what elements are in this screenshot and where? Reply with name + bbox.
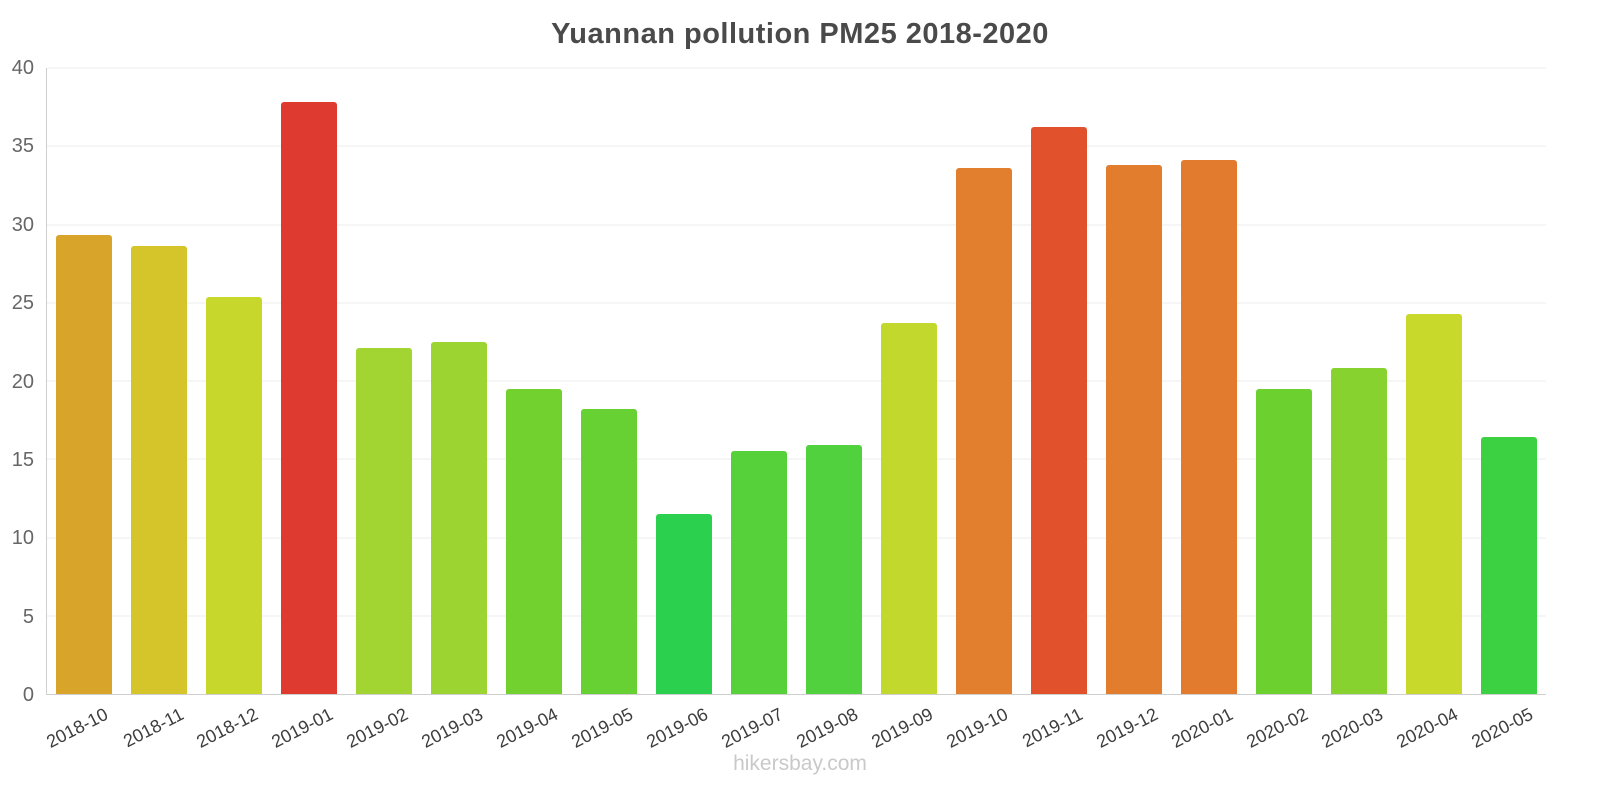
- gridline: [47, 615, 1546, 617]
- x-axis-tick-label: 2020-03: [1317, 704, 1386, 752]
- bar-2019-03: [431, 341, 488, 694]
- bar-2020-05: [1480, 437, 1537, 694]
- plot-area: 2018-10 2018-11 2018-12 2019-01 2019-02 2019-…: [44, 67, 1546, 752]
- y-axis-tick-label: 10: [11, 527, 34, 550]
- gridline: [47, 380, 1546, 382]
- y-axis-tick-label: 20: [11, 370, 34, 393]
- bar-2020-01: [1180, 160, 1237, 694]
- bar-slot: 2020-05: [1468, 68, 1546, 752]
- bar-slot: 2019-05: [568, 68, 647, 752]
- x-axis-tick-label: 2019-04: [493, 704, 562, 752]
- bar-2019-09: [880, 323, 937, 694]
- x-axis-tick-label: 2019-02: [343, 704, 412, 752]
- bar-2019-10: [955, 168, 1012, 694]
- bar-2020-04: [1405, 313, 1462, 694]
- x-axis-tick-label: 2020-04: [1392, 704, 1461, 752]
- x-axis-tick-label: 2019-06: [643, 704, 712, 752]
- bar-slot: 2019-08: [793, 68, 872, 752]
- bar-slot: 2019-09: [868, 68, 946, 752]
- y-axis-tick-label: 5: [22, 605, 34, 628]
- bar-2018-12: [206, 296, 263, 694]
- bar-slot: 2020-04: [1393, 68, 1471, 752]
- gridline: [47, 302, 1546, 304]
- bar-2019-08: [806, 445, 862, 694]
- bar-slot: 2019-02: [343, 68, 422, 752]
- bar-slot: 2019-06: [643, 68, 722, 752]
- y-axis-tick-label: 15: [11, 448, 34, 471]
- bar-2019-05: [581, 409, 638, 694]
- bar-slot: 2020-02: [1243, 68, 1321, 752]
- x-axis-tick-label: 2019-11: [1019, 704, 1086, 752]
- bar-2019-01: [281, 102, 338, 694]
- y-axis-tick-label: 30: [11, 213, 34, 236]
- bar-2019-06: [656, 514, 713, 694]
- x-axis-tick-label: 2019-08: [793, 704, 862, 752]
- y-axis-tick-label: 35: [11, 135, 34, 158]
- bar-slot: 2019-03: [418, 68, 497, 752]
- x-axis-tick-label: 2019-01: [268, 704, 337, 752]
- x-axis-tick-label: 2020-05: [1467, 704, 1536, 752]
- x-axis-tick-label: 2019-10: [943, 704, 1012, 752]
- bar-slot: 2019-01: [268, 68, 347, 752]
- bar-series: 2018-10 2018-11 2018-12 2019-01 2019-02 2019-…: [44, 68, 1546, 752]
- x-axis-tick-label: 2019-03: [418, 704, 487, 752]
- bar-slot: 2019-11: [1019, 68, 1096, 751]
- gridline: [47, 67, 1546, 69]
- x-axis-tick-label: 2019-05: [568, 704, 637, 752]
- bar-2018-10: [56, 235, 113, 694]
- bar-slot: 2018-10: [44, 68, 122, 752]
- y-axis-tick-label: 40: [11, 57, 34, 79]
- chart-area: 2018-10 2018-11 2018-12 2019-01 2019-02 2019-…: [12, 58, 1546, 752]
- bar-slot: 2018-12: [194, 68, 272, 752]
- x-axis-tick-label: 2019-07: [718, 704, 787, 752]
- y-axis-tick-label: 25: [11, 292, 34, 315]
- bar-2019-11: [1030, 127, 1087, 694]
- bar-slot: 2019-04: [493, 68, 572, 752]
- bar-slot: 2019-10: [943, 68, 1021, 752]
- chart-title: Yuannan pollution PM25 2018-2020: [551, 18, 1049, 50]
- gridline: [47, 458, 1546, 460]
- bar-slot: 2019-07: [718, 68, 797, 752]
- bar-2019-04: [506, 388, 563, 694]
- bar-slot: 2019-12: [1093, 68, 1171, 752]
- footer-watermark: hikersbay.com: [733, 752, 867, 775]
- x-axis-tick-label: 2020-02: [1242, 704, 1311, 752]
- bar-slot: 2020-03: [1318, 68, 1396, 752]
- bar-slot: 2020-01: [1168, 68, 1246, 752]
- y-axis: 0 5 10 15 20 25 30 35 40: [0, 58, 40, 705]
- bar-2018-11: [131, 246, 188, 694]
- x-axis-tick-label: 2019-12: [1092, 704, 1161, 752]
- gridline: [47, 224, 1546, 225]
- x-axis-tick-label: 2018-11: [119, 704, 187, 752]
- gridline: [47, 537, 1546, 538]
- bar-2019-02: [356, 348, 413, 694]
- bar-2019-07: [731, 451, 788, 694]
- bar-2020-02: [1255, 388, 1312, 694]
- bar-2020-03: [1330, 368, 1387, 694]
- x-axis-tick-label: 2019-09: [868, 704, 937, 752]
- x-axis-tick-label: 2018-12: [193, 704, 262, 752]
- gridline: [47, 145, 1546, 147]
- x-axis-tick-label: 2020-01: [1167, 704, 1236, 752]
- y-axis-tick-label: 0: [22, 684, 34, 706]
- bar-2019-12: [1105, 165, 1162, 694]
- bar-slot: 2018-11: [120, 68, 197, 751]
- x-axis-tick-label: 2018-10: [43, 704, 112, 752]
